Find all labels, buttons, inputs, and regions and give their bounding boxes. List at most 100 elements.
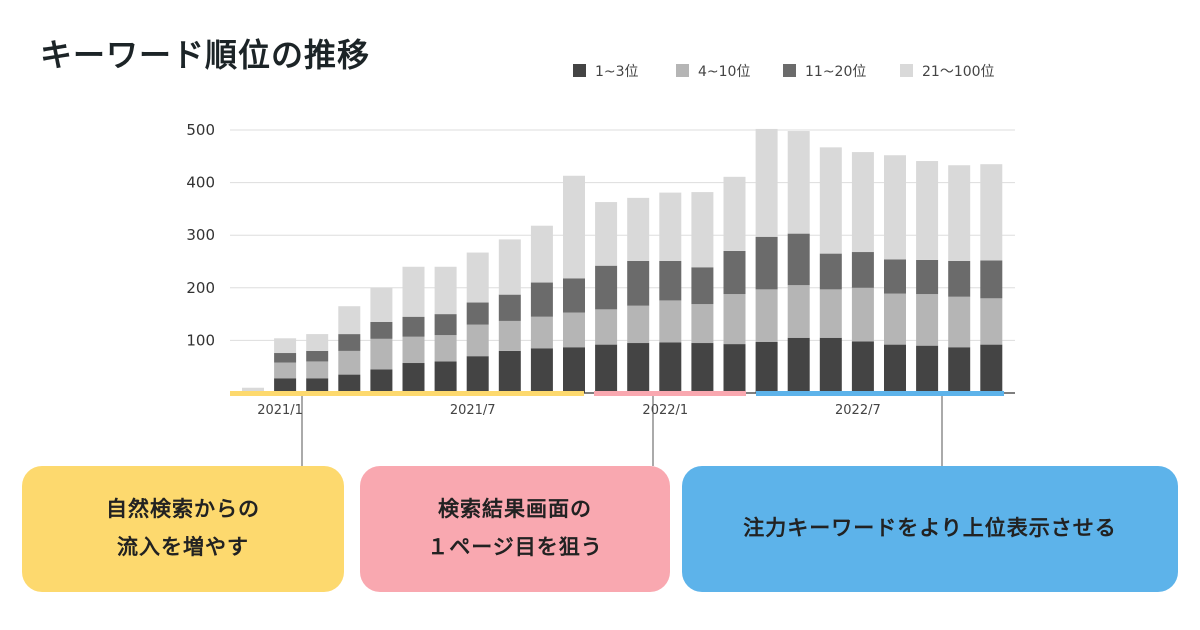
bar-segment-s3 — [851, 252, 874, 288]
bar-segment-s4 — [563, 175, 585, 279]
bar-segment-s2 — [466, 324, 489, 357]
bar-segment-s4 — [691, 192, 714, 268]
bar-segment-s2 — [948, 296, 971, 348]
bar-segment-s4 — [916, 161, 939, 260]
phase1-line1: 自然検索からの — [106, 497, 260, 522]
y-tick-label: 400 — [186, 174, 215, 192]
bar-segment-s4 — [466, 252, 489, 303]
bar-segment-s3 — [819, 253, 842, 290]
bar-segment-s4 — [498, 239, 521, 295]
bar-segment-s4 — [530, 225, 553, 283]
phase1-bar — [230, 391, 584, 396]
bar-segment-s1 — [659, 342, 682, 393]
bar-segment-s2 — [884, 293, 906, 345]
bar-segment-s3 — [338, 334, 361, 351]
bar-segment-s4 — [723, 176, 746, 251]
bar-segment-s4 — [980, 164, 1003, 261]
phase2-box: 検索結果画面の １ページ目を狙う — [360, 466, 670, 592]
x-tick-label: 2021/1 — [257, 403, 303, 418]
bar-segment-s1 — [819, 337, 842, 393]
bars — [242, 128, 1003, 393]
chart-title: キーワード順位の推移 — [40, 36, 371, 74]
bar-segment-s2 — [370, 338, 393, 370]
phase1-line2: 流入を増やす — [117, 535, 249, 559]
bar-segment-s3 — [595, 265, 618, 310]
legend-swatch — [676, 64, 689, 77]
bar-segment-s2 — [691, 304, 714, 344]
bar-segment-s3 — [530, 282, 553, 317]
legend-swatch — [900, 64, 913, 77]
bar-segment-s4 — [274, 338, 297, 354]
bar-segment-s1 — [338, 374, 361, 393]
phase3-line1: 注力キーワードをより上位表示させる — [743, 516, 1117, 541]
bar-segment-s4 — [306, 334, 329, 351]
legend-swatch — [783, 64, 796, 77]
bar-segment-s2 — [659, 300, 682, 343]
bar-segment-s4 — [242, 387, 264, 393]
bar-segment-s1 — [595, 344, 618, 393]
bar-segment-s3 — [498, 294, 521, 321]
bar-segment-s3 — [659, 260, 682, 301]
bar-segment-s1 — [691, 343, 714, 393]
bar-segment-s2 — [498, 320, 521, 351]
bar-segment-s2 — [434, 335, 457, 362]
y-tick-label: 300 — [186, 226, 215, 244]
bar-segment-s1 — [723, 344, 746, 393]
bar-segment-s4 — [595, 202, 618, 266]
legend-label: 21〜100位 — [922, 64, 995, 80]
bar-segment-s2 — [755, 289, 778, 342]
phase2-line1: 検索結果画面の — [438, 497, 592, 522]
bar-segment-s2 — [530, 316, 553, 349]
bar-segment-s2 — [595, 309, 618, 345]
legend-label: 4~10位 — [698, 64, 750, 80]
bar-segment-s3 — [627, 260, 650, 306]
bar-segment-s3 — [755, 236, 778, 290]
bar-segment-s1 — [627, 343, 650, 393]
bar-segment-s1 — [434, 361, 457, 393]
bar-segment-s1 — [916, 345, 939, 393]
bar-segment-s4 — [659, 192, 682, 261]
bar-segment-s3 — [274, 353, 297, 363]
y-axis-labels: 100 200 300 400 500 — [186, 121, 215, 349]
legend-swatch — [573, 64, 586, 77]
x-tick-label: 2022/7 — [835, 403, 881, 418]
phase2-bar — [594, 391, 746, 396]
bar-segment-s4 — [787, 131, 810, 234]
x-tick-label: 2021/7 — [450, 403, 496, 418]
bar-segment-s3 — [434, 314, 457, 336]
bar-segment-s4 — [338, 306, 361, 335]
bar-segment-s3 — [787, 233, 810, 286]
bar-segment-s3 — [466, 302, 489, 325]
bar-segment-s4 — [755, 128, 778, 237]
bar-segment-s2 — [274, 362, 297, 379]
bar-segment-s2 — [980, 298, 1003, 345]
phase3-box: 注力キーワードをより上位表示させる — [682, 466, 1178, 592]
bar-segment-s4 — [402, 266, 425, 317]
bar-segment-s2 — [627, 305, 650, 344]
bar-segment-s1 — [755, 341, 778, 393]
phase-bars — [230, 391, 1004, 466]
bar-segment-s1 — [563, 347, 585, 393]
bar-segment-s2 — [851, 287, 874, 342]
bar-segment-s3 — [980, 260, 1003, 299]
bar-segment-s4 — [851, 152, 874, 253]
bar-segment-s3 — [884, 259, 906, 294]
bar-segment-s4 — [819, 147, 842, 254]
bar-segment-s3 — [948, 260, 971, 297]
bar-segment-s1 — [884, 344, 906, 393]
legend: 1~3位 4~10位 11~20位 21〜100位 — [573, 64, 995, 80]
bar-segment-s2 — [338, 350, 361, 375]
bar-segment-s4 — [370, 287, 393, 322]
bar-segment-s1 — [402, 363, 425, 393]
bar-segment-s1 — [948, 347, 971, 393]
bar-segment-s4 — [627, 197, 650, 261]
y-tick-label: 200 — [186, 279, 215, 297]
legend-label: 11~20位 — [805, 64, 866, 80]
bar-segment-s2 — [819, 289, 842, 338]
x-axis-labels: 2021/1 2021/7 2022/1 2022/7 — [257, 403, 881, 418]
bar-segment-s2 — [723, 294, 746, 345]
bar-segment-s1 — [306, 378, 329, 393]
bar-segment-s1 — [787, 337, 810, 393]
bar-segment-s2 — [402, 336, 425, 364]
